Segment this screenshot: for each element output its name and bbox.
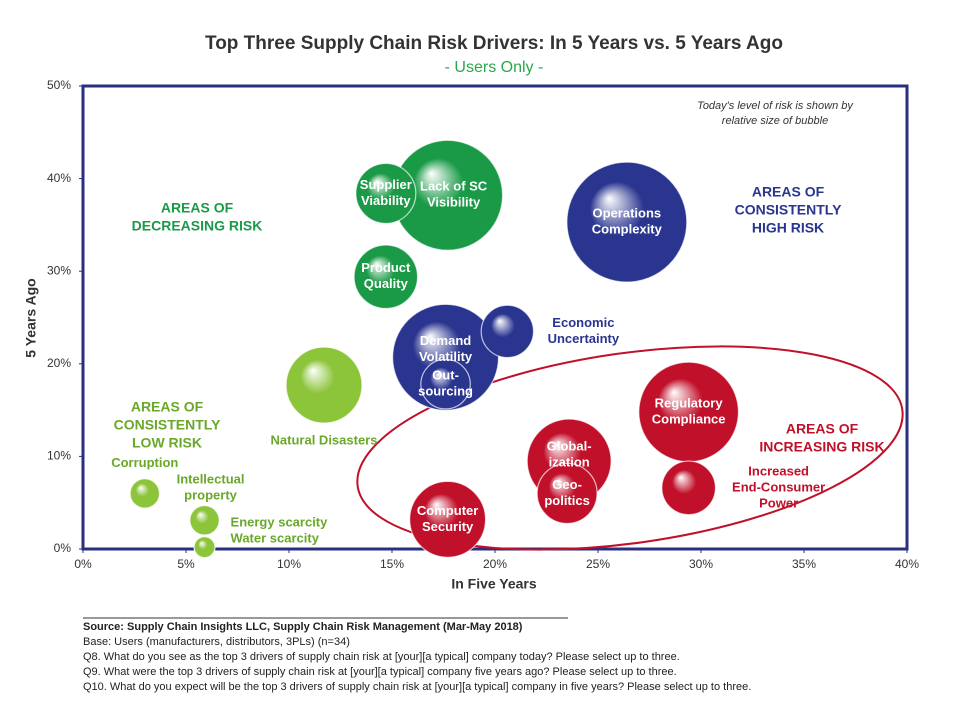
x-tick-label: 35% [792,557,816,571]
bubble-label: Geo- [552,477,582,492]
bubble-label: Natural Disasters [271,433,378,448]
footnote: Q10. What do you expect will be the top … [83,681,751,693]
x-tick-label: 25% [586,557,610,571]
x-tick-label: 15% [380,557,404,571]
footnote: Source: Supply Chain Insights LLC, Suppl… [83,621,523,633]
bubble-label: Complexity [592,222,663,237]
bubble [193,536,216,559]
x-tick-label: 30% [689,557,713,571]
bubble-label: Demand [420,333,471,348]
bubble-label: Water scarcity [231,531,320,546]
chart-subtitle: - Users Only - [445,59,544,76]
chart-title: Top Three Supply Chain Risk Drivers: In … [205,33,783,54]
bubble [409,480,487,558]
bubble-label: Increased [748,463,809,478]
bubble [391,303,500,411]
x-tick-label: 40% [895,557,919,571]
footnote: Base: Users (manufacturers, distributors… [83,636,350,648]
bubble-label: Regulatory [655,395,724,410]
annotation: INCREASING RISK [759,439,884,455]
bubble-label: Power [759,495,798,510]
annotation: CONSISTENTLY [735,202,842,218]
annotation: LOW RISK [132,435,202,451]
bubble-label: Volatility [419,349,473,364]
x-tick-label: 10% [277,557,301,571]
bubble-label: Energy scarcity [231,515,329,530]
bubble [661,460,717,516]
bubble-label: Uncertainty [548,331,620,346]
bubble [355,162,417,225]
y-tick-label: 30% [47,263,71,277]
footnote: Q9. What were the top 3 drivers of suppl… [83,666,677,678]
annotation: CONSISTENTLY [114,417,221,433]
bubble [285,346,363,424]
annotation: AREAS OF [752,184,825,200]
bubble [480,304,535,359]
annotation: Today's level of risk is shown by [697,100,854,112]
annotation: AREAS OF [786,421,859,437]
y-tick-label: 20% [47,356,71,370]
bubble-label: Product [361,260,411,275]
annotation: AREAS OF [161,200,234,216]
bubble-label: Quality [364,276,409,291]
x-tick-label: 5% [177,557,195,571]
bubble-label: Compliance [652,411,726,426]
y-axis-title: 5 Years Ago [23,278,39,357]
bubble-label: Intellectual [177,472,245,487]
y-tick-label: 50% [47,78,71,92]
bubble-label: Viability [361,193,411,208]
bubble-label: property [184,488,238,503]
bubble-label: Supplier [360,177,412,192]
bubble-label: sourcing [418,384,473,399]
bubble-label: Operations [593,206,662,221]
bubble-label: Economic [552,315,614,330]
y-tick-label: 10% [47,449,71,463]
bubble [536,462,598,525]
bubble-label: Security [422,519,474,534]
x-axis-title: In Five Years [451,576,537,592]
x-tick-label: 0% [74,557,92,571]
bubble [353,244,419,310]
bubble-label: Visibility [427,195,481,210]
bubble [129,478,161,509]
bubble-label: Global- [547,438,592,453]
x-tick-label: 20% [483,557,507,571]
bubble-label: ization [549,454,590,469]
annotation: DECREASING RISK [132,218,263,234]
bubble-label: Computer [417,503,478,518]
footnote: Q8. What do you see as the top 3 drivers… [83,651,680,663]
bubble [420,358,471,410]
bubble [189,504,220,536]
bubble-label: Out- [432,368,459,383]
y-tick-label: 40% [47,171,71,185]
bubble-label: Lack of SC [420,179,488,194]
annotation: HIGH RISK [752,220,824,236]
bubble-label: End-Consumer [732,479,825,494]
y-tick-label: 0% [54,541,72,555]
annotation: AREAS OF [131,399,204,415]
annotation: relative size of bubble [722,115,828,127]
bubble-label: politics [544,493,590,508]
increasing-risk-ellipse [356,345,904,551]
bubble [566,161,688,283]
bubble-label: Corruption [111,455,178,470]
